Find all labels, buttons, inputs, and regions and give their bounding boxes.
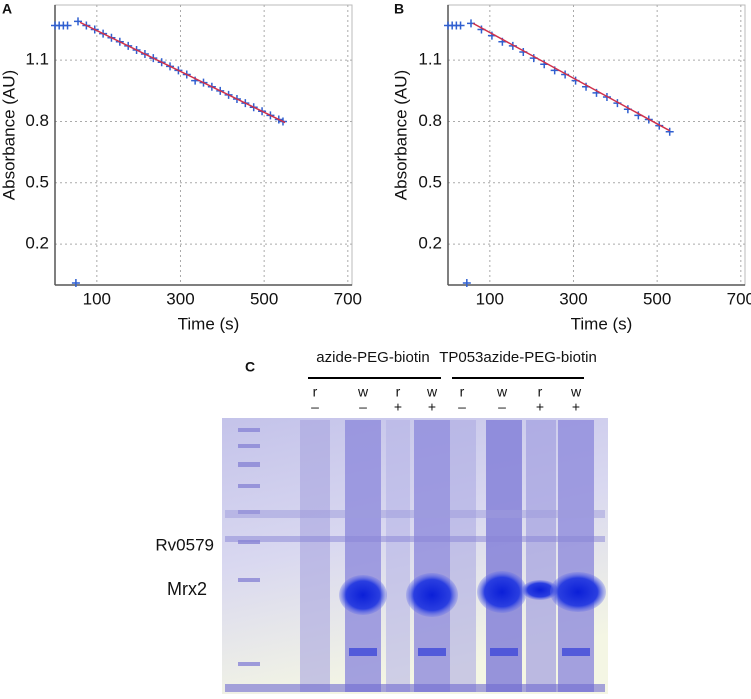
lane-treatment: + (394, 399, 402, 415)
plot-area (54, 4, 353, 286)
lane-sample: w (496, 384, 508, 400)
x-tick-label: 700 (334, 289, 362, 308)
panel-label: A (2, 1, 12, 17)
lane-sample: r (538, 384, 543, 400)
y-tick-label: 0.2 (418, 234, 442, 253)
lane-treatment: – (311, 399, 319, 415)
x-tick-label: 100 (476, 289, 504, 308)
group-label: azide-PEG-biotin (316, 349, 429, 366)
y-axis-label: Absorbance (AU) (0, 70, 18, 200)
panel-label: C (245, 359, 255, 375)
lanes (225, 420, 606, 692)
gel-image (222, 418, 608, 694)
y-tick-label: 1.1 (418, 50, 442, 69)
data-point (63, 21, 72, 30)
data-point (665, 127, 674, 136)
x-tick-label: 100 (83, 289, 111, 308)
fit-line (79, 21, 286, 124)
x-tick-label: 500 (250, 289, 278, 308)
lane-treatment: + (536, 399, 544, 415)
lane-sample: w (570, 384, 582, 400)
x-tick-label: 300 (559, 289, 587, 308)
plot-area (447, 4, 746, 286)
data-point (462, 278, 471, 287)
lane-treatment: – (458, 399, 466, 415)
group-label: TP053azide-PEG-biotin (439, 349, 597, 366)
y-tick-label: 0.8 (25, 111, 49, 130)
lane-treatment: + (572, 399, 580, 415)
x-axis-label: Time (s) (178, 314, 240, 333)
lane-sample: r (313, 384, 318, 400)
band-label: Mrx2 (167, 579, 207, 599)
x-tick-label: 300 (166, 289, 194, 308)
panel-label: B (394, 1, 404, 17)
lane-treatment: – (498, 399, 506, 415)
lane-treatment: – (359, 399, 367, 415)
lane-sample: w (426, 384, 438, 400)
y-axis-label: Absorbance (AU) (391, 70, 410, 200)
y-tick-label: 0.8 (418, 111, 442, 130)
x-tick-label: 700 (727, 289, 751, 308)
y-tick-label: 0.2 (25, 234, 49, 253)
lane-treatment: + (428, 399, 436, 415)
y-tick-label: 1.1 (25, 50, 49, 69)
lane-sample: r (460, 384, 465, 400)
y-tick-label: 0.5 (418, 172, 442, 191)
data-point (456, 21, 465, 30)
y-tick-label: 0.5 (25, 172, 49, 191)
fit-line (472, 22, 671, 132)
data-point (71, 278, 80, 287)
band-label: Rv0579 (155, 535, 214, 554)
x-tick-label: 500 (643, 289, 671, 308)
data-point (74, 17, 83, 26)
lane-sample: w (357, 384, 369, 400)
x-axis-label: Time (s) (571, 314, 633, 333)
lane-sample: r (396, 384, 401, 400)
